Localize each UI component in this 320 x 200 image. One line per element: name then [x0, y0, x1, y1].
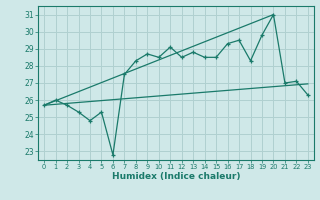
- X-axis label: Humidex (Indice chaleur): Humidex (Indice chaleur): [112, 172, 240, 181]
